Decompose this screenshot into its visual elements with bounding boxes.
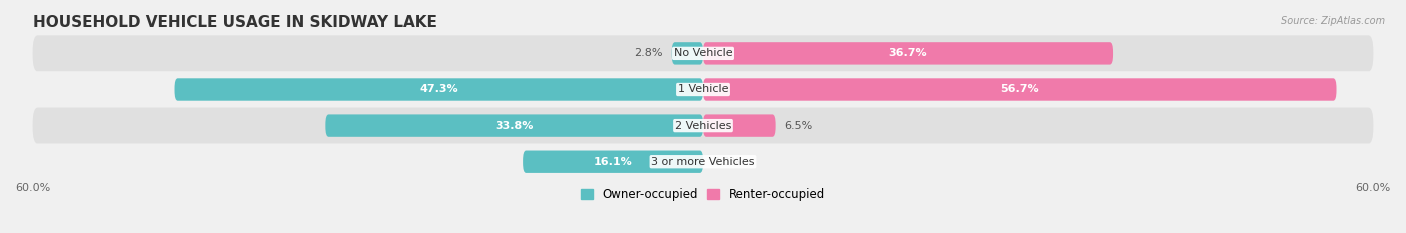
Text: 2 Vehicles: 2 Vehicles [675,121,731,131]
FancyBboxPatch shape [32,144,1374,180]
FancyBboxPatch shape [703,78,1337,101]
Text: 16.1%: 16.1% [593,157,633,167]
Text: 3 or more Vehicles: 3 or more Vehicles [651,157,755,167]
FancyBboxPatch shape [32,35,1374,72]
FancyBboxPatch shape [703,42,1114,65]
Text: 47.3%: 47.3% [419,85,458,95]
FancyBboxPatch shape [672,42,703,65]
Text: Source: ZipAtlas.com: Source: ZipAtlas.com [1281,16,1385,26]
Text: 0.0%: 0.0% [711,157,740,167]
Text: No Vehicle: No Vehicle [673,48,733,58]
Text: 1 Vehicle: 1 Vehicle [678,85,728,95]
FancyBboxPatch shape [325,114,703,137]
FancyBboxPatch shape [523,151,703,173]
Legend: Owner-occupied, Renter-occupied: Owner-occupied, Renter-occupied [576,183,830,206]
FancyBboxPatch shape [32,108,1374,144]
Text: 56.7%: 56.7% [1001,85,1039,95]
Text: 36.7%: 36.7% [889,48,928,58]
Text: 2.8%: 2.8% [634,48,662,58]
FancyBboxPatch shape [703,114,776,137]
FancyBboxPatch shape [174,78,703,101]
Text: HOUSEHOLD VEHICLE USAGE IN SKIDWAY LAKE: HOUSEHOLD VEHICLE USAGE IN SKIDWAY LAKE [32,15,436,30]
Text: 33.8%: 33.8% [495,121,533,131]
FancyBboxPatch shape [32,72,1374,108]
Text: 6.5%: 6.5% [785,121,813,131]
